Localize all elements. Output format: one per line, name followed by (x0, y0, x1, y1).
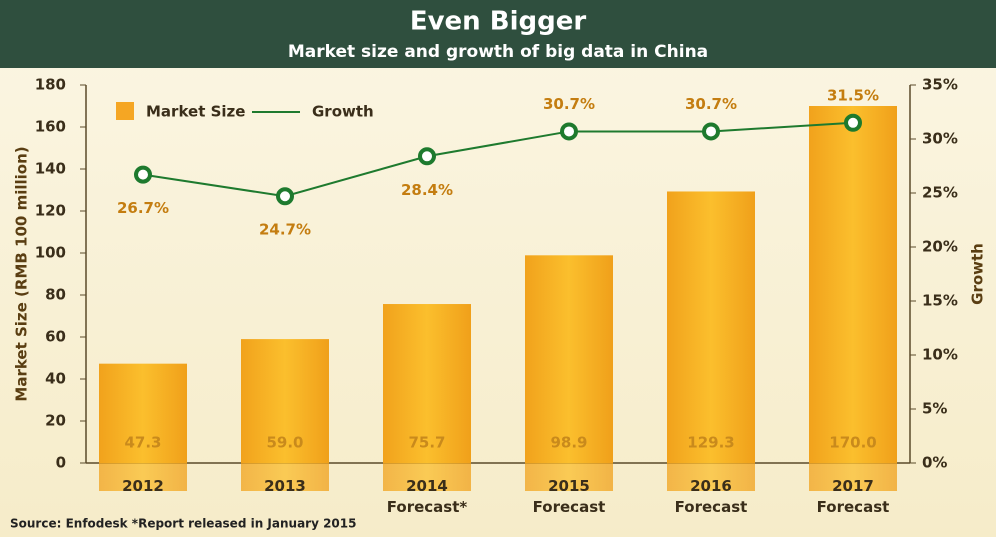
growth-point (844, 113, 862, 132)
y2-tick-label: 10% (922, 346, 958, 364)
y2-axis-label: Growth (969, 243, 987, 305)
x-tick-label: 2013 (264, 477, 306, 495)
bar-base (809, 463, 897, 491)
bar (241, 339, 329, 463)
header-band (0, 0, 996, 68)
growth-label: 31.5% (827, 86, 879, 104)
bar (99, 363, 187, 463)
y2-tick-label: 5% (922, 400, 947, 418)
x-tick-label: 2014 Forecast* (386, 477, 468, 516)
y-tick-label: 180 (35, 76, 66, 94)
y2-tick-label: 35% (922, 76, 958, 94)
y-tick-label: 20 (45, 412, 66, 430)
y2-tick-label: 30% (922, 130, 958, 148)
bar-base (525, 463, 613, 491)
growth-point (702, 122, 720, 141)
growth-point (560, 122, 578, 141)
y2-tick-label: 25% (922, 184, 958, 202)
y-tick-label: 40 (45, 370, 66, 388)
growth-point (276, 187, 294, 206)
bar-value-label: 129.3 (687, 434, 734, 452)
growth-label: 24.7% (259, 221, 311, 239)
bar-value-label: 98.9 (550, 434, 587, 452)
y2-tick-label: 15% (922, 292, 958, 310)
y-tick-label: 140 (35, 160, 66, 178)
bar-base (383, 463, 471, 491)
x-tick-label: 2016 Forecast (674, 477, 748, 516)
growth-point (134, 165, 152, 184)
growth-point (418, 147, 436, 166)
x-tick-label: 2012 (122, 477, 164, 495)
bar-value-label: 75.7 (408, 434, 445, 452)
bar (525, 255, 613, 463)
bar-base (99, 463, 187, 491)
y-axis-label: Market Size (RMB 100 million) (13, 146, 31, 401)
y-tick-label: 60 (45, 328, 66, 346)
chart-subtitle: Market size and growth of big data in Ch… (288, 42, 708, 62)
bar-base (241, 463, 329, 491)
legend-swatch (116, 102, 134, 120)
chart-title: Even Bigger (410, 7, 586, 37)
y-tick-label: 0 (56, 454, 66, 472)
y2-tick-label: 0% (922, 454, 947, 472)
growth-label: 28.4% (401, 181, 453, 199)
bar-value-label: 59.0 (266, 434, 303, 452)
y-tick-label: 160 (35, 118, 66, 136)
legend-label: Growth (312, 103, 374, 121)
growth-label: 30.7% (543, 95, 595, 113)
bar-base (667, 463, 755, 491)
bar (383, 304, 471, 463)
bar-value-label: 170.0 (829, 434, 876, 452)
x-tick-label: 2017 Forecast (816, 477, 890, 516)
growth-line (142, 121, 854, 198)
x-tick-label: 2015 Forecast (532, 477, 606, 516)
bar (809, 106, 897, 463)
y2-tick-label: 20% (922, 238, 958, 256)
bar (667, 191, 755, 463)
source-note: Source: Enfodesk *Report released in Jan… (10, 517, 356, 531)
legend-label: Market Size (146, 103, 245, 121)
y-tick-label: 120 (35, 202, 66, 220)
y-tick-label: 100 (35, 244, 66, 262)
growth-label: 26.7% (117, 199, 169, 217)
growth-label: 30.7% (685, 95, 737, 113)
bar-value-label: 47.3 (124, 434, 161, 452)
y-tick-label: 80 (45, 286, 66, 304)
